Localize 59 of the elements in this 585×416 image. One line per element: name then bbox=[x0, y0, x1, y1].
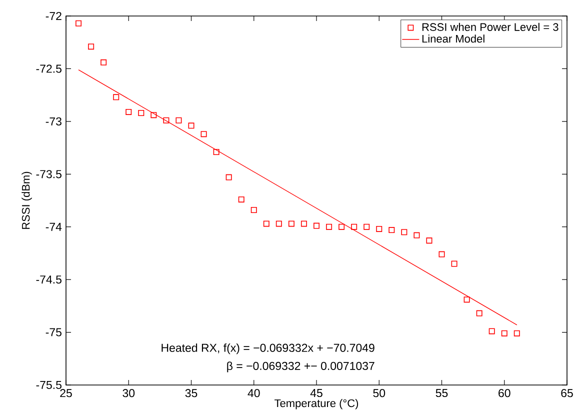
point bbox=[138, 110, 144, 116]
point bbox=[464, 296, 470, 303]
x-tick-label: 30 bbox=[122, 389, 135, 398]
point bbox=[250, 206, 257, 213]
point bbox=[226, 174, 232, 180]
point bbox=[76, 20, 82, 26]
point bbox=[300, 220, 307, 227]
y-tick-label: -72.5 bbox=[36, 64, 62, 73]
x-tick-label: 55 bbox=[436, 389, 448, 398]
point bbox=[88, 44, 94, 50]
point bbox=[426, 238, 432, 244]
y-tick-label: -74 bbox=[46, 222, 62, 231]
x-tick-label: 65 bbox=[561, 389, 573, 398]
point bbox=[238, 196, 244, 202]
point bbox=[150, 112, 157, 118]
point bbox=[263, 220, 270, 227]
point bbox=[414, 232, 420, 238]
point bbox=[276, 220, 282, 227]
y-axis-title: RSSI (dBm) bbox=[22, 172, 32, 229]
point bbox=[100, 59, 107, 66]
x-tick-label: 35 bbox=[185, 389, 198, 398]
x-tick-label: 45 bbox=[310, 389, 322, 398]
point bbox=[488, 328, 495, 334]
point bbox=[476, 310, 482, 316]
point bbox=[351, 224, 358, 230]
point bbox=[338, 224, 345, 230]
annotation: Heated RX, f(x) = −0.069332x + −70.7049 bbox=[162, 343, 374, 354]
point bbox=[213, 149, 220, 155]
point bbox=[314, 222, 320, 229]
point bbox=[388, 227, 395, 234]
y-tick-label: -75.5 bbox=[36, 380, 62, 390]
point bbox=[288, 220, 294, 227]
y-tick-label: -73 bbox=[46, 117, 62, 126]
point bbox=[163, 117, 170, 124]
point bbox=[438, 251, 445, 258]
legend-label: RSSI when Power Level = 3 bbox=[422, 22, 558, 31]
point bbox=[364, 224, 370, 230]
x-tick-label: 40 bbox=[248, 389, 260, 398]
annotation: β = −0.069332 +− 0.0071037 bbox=[227, 362, 374, 372]
point bbox=[514, 330, 520, 336]
x-axis-title: Temperature (°C) bbox=[274, 399, 358, 410]
point bbox=[188, 122, 194, 129]
x-tick-label: 25 bbox=[60, 389, 72, 398]
x-tick-label: 60 bbox=[498, 389, 510, 398]
legend-label: Linear Model bbox=[422, 34, 484, 43]
x-tick-label: 50 bbox=[373, 389, 386, 398]
point bbox=[451, 260, 458, 267]
point bbox=[200, 131, 207, 138]
point bbox=[126, 108, 132, 115]
point bbox=[501, 330, 508, 336]
point bbox=[176, 117, 182, 124]
y-tick-label: -74.5 bbox=[36, 276, 62, 284]
y-tick-label: -73.5 bbox=[36, 170, 62, 178]
point bbox=[326, 224, 332, 230]
point bbox=[113, 94, 120, 100]
point bbox=[401, 229, 408, 236]
y-tick-label: -75 bbox=[46, 328, 62, 336]
y-tick-label: -72 bbox=[46, 12, 62, 20]
point bbox=[376, 226, 382, 232]
